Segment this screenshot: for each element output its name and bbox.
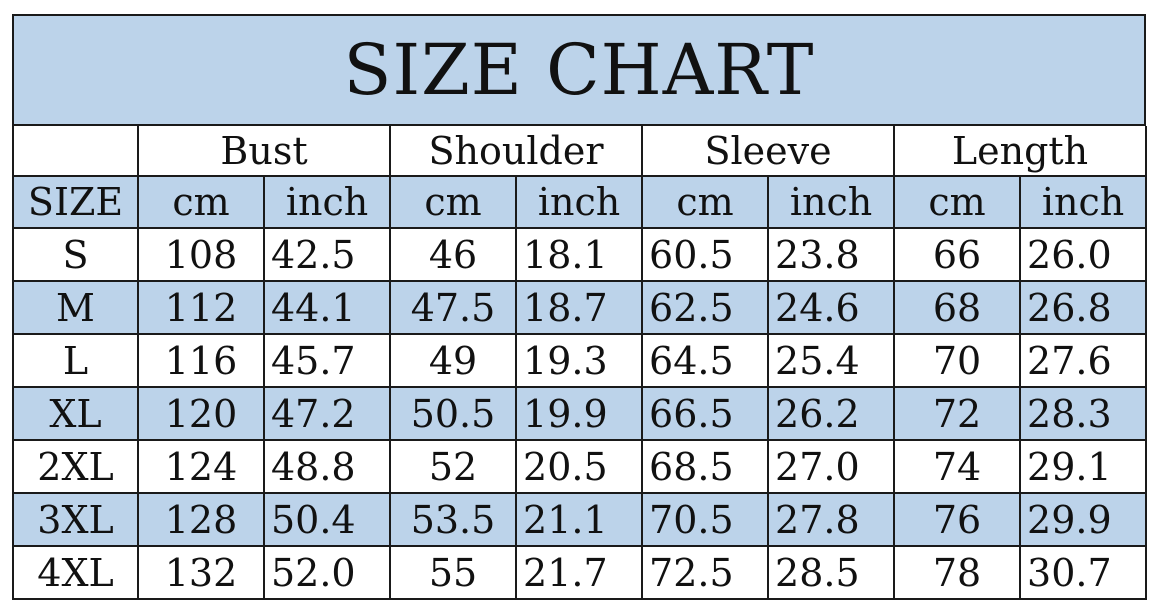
- measurement-cell: 21.7: [516, 546, 644, 600]
- measurement-cell: 50.5: [390, 387, 518, 441]
- measurement-cell: 66: [894, 228, 1022, 282]
- size-cell: L: [14, 334, 139, 388]
- measurement-cell: 52.0: [264, 546, 392, 600]
- measurement-cell: 49: [390, 334, 518, 388]
- measurement-cell: 132: [138, 546, 265, 600]
- measurement-cell: 27.0: [768, 440, 896, 494]
- measurement-cell: 68: [894, 281, 1022, 335]
- measurement-cell: 50.4: [264, 493, 392, 547]
- table-row: S 108 42.5 46 18.1 60.5 23.8 66 26.0: [14, 228, 1148, 282]
- measurement-cell: 70.5: [642, 493, 770, 547]
- measurement-cell: 28.3: [1020, 387, 1148, 441]
- size-cell: XL: [14, 387, 139, 441]
- measurement-cell: 42.5: [264, 228, 392, 282]
- measurement-cell: 66.5: [642, 387, 770, 441]
- group-header-shoulder: Shoulder: [390, 126, 644, 177]
- measurement-cell: 30.7: [1020, 546, 1148, 600]
- measurement-cell: 27.6: [1020, 334, 1148, 388]
- measurement-cell: 26.0: [1020, 228, 1148, 282]
- measurement-cell: 60.5: [642, 228, 770, 282]
- measurement-cell: 62.5: [642, 281, 770, 335]
- measurement-cell: 78: [894, 546, 1022, 600]
- table-body: S 108 42.5 46 18.1 60.5 23.8 66 26.0 M 112 44.1 47.5…: [14, 228, 1148, 600]
- measurement-cell: 26.8: [1020, 281, 1148, 335]
- unit-header-cell: inch: [516, 176, 644, 229]
- measurement-cell: 20.5: [516, 440, 644, 494]
- group-header-sleeve: Sleeve: [642, 126, 896, 177]
- measurement-cell: 55: [390, 546, 518, 600]
- measurement-cell: 52: [390, 440, 518, 494]
- measurement-cell: 47.5: [390, 281, 518, 335]
- unit-header-row: SIZE cm inch cm inch cm inch cm inch: [14, 176, 1148, 229]
- size-chart: SIZE CHART Bust Shoulder Sleeve Length S…: [12, 14, 1148, 600]
- measurement-cell: 24.6: [768, 281, 896, 335]
- size-header-cell: SIZE: [14, 176, 139, 229]
- measurement-cell: 64.5: [642, 334, 770, 388]
- measurement-cell: 124: [138, 440, 265, 494]
- measurement-cell: 72: [894, 387, 1022, 441]
- table-row: XL 120 47.2 50.5 19.9 66.5 26.2 72 28.3: [14, 387, 1148, 441]
- measurement-cell: 47.2: [264, 387, 392, 441]
- measurement-cell: 18.1: [516, 228, 644, 282]
- measurement-cell: 128: [138, 493, 265, 547]
- measurement-cell: 53.5: [390, 493, 518, 547]
- size-cell: 3XL: [14, 493, 139, 547]
- unit-header-cell: inch: [264, 176, 392, 229]
- measurement-cell: 72.5: [642, 546, 770, 600]
- measurement-cell: 108: [138, 228, 265, 282]
- measurement-cell: 27.8: [768, 493, 896, 547]
- blank-header-cell: [14, 126, 139, 177]
- measurement-cell: 116: [138, 334, 265, 388]
- measurement-cell: 74: [894, 440, 1022, 494]
- chart-title: SIZE CHART: [14, 16, 1146, 126]
- size-table: Bust Shoulder Sleeve Length SIZE cm inch…: [14, 126, 1148, 600]
- measurement-cell: 26.2: [768, 387, 896, 441]
- measurement-cell: 25.4: [768, 334, 896, 388]
- table-row: 3XL 128 50.4 53.5 21.1 70.5 27.8 76 29.9: [14, 493, 1148, 547]
- group-header-length: Length: [894, 126, 1148, 177]
- measurement-cell: 23.8: [768, 228, 896, 282]
- unit-header-cell: inch: [768, 176, 896, 229]
- measurement-cell: 44.1: [264, 281, 392, 335]
- measurement-cell: 29.1: [1020, 440, 1148, 494]
- unit-header-cell: inch: [1020, 176, 1148, 229]
- measurement-cell: 18.7: [516, 281, 644, 335]
- unit-header-cell: cm: [642, 176, 770, 229]
- group-header-row: Bust Shoulder Sleeve Length: [14, 126, 1148, 177]
- measurement-cell: 28.5: [768, 546, 896, 600]
- measurement-cell: 19.9: [516, 387, 644, 441]
- measurement-cell: 46: [390, 228, 518, 282]
- measurement-cell: 120: [138, 387, 265, 441]
- unit-header-cell: cm: [390, 176, 518, 229]
- size-cell: 4XL: [14, 546, 139, 600]
- unit-header-cell: cm: [894, 176, 1022, 229]
- measurement-cell: 76: [894, 493, 1022, 547]
- table-row: L 116 45.7 49 19.3 64.5 25.4 70 27.6: [14, 334, 1148, 388]
- size-cell: M: [14, 281, 139, 335]
- measurement-cell: 70: [894, 334, 1022, 388]
- measurement-cell: 48.8: [264, 440, 392, 494]
- table-row: 2XL 124 48.8 52 20.5 68.5 27.0 74 29.1: [14, 440, 1148, 494]
- size-cell: S: [14, 228, 139, 282]
- measurement-cell: 19.3: [516, 334, 644, 388]
- measurement-cell: 112: [138, 281, 265, 335]
- table-row: 4XL 132 52.0 55 21.7 72.5 28.5 78 30.7: [14, 546, 1148, 600]
- measurement-cell: 68.5: [642, 440, 770, 494]
- measurement-cell: 21.1: [516, 493, 644, 547]
- table-row: M 112 44.1 47.5 18.7 62.5 24.6 68 26.8: [14, 281, 1148, 335]
- measurement-cell: 45.7: [264, 334, 392, 388]
- group-header-bust: Bust: [138, 126, 392, 177]
- unit-header-cell: cm: [138, 176, 265, 229]
- measurement-cell: 29.9: [1020, 493, 1148, 547]
- size-cell: 2XL: [14, 440, 139, 494]
